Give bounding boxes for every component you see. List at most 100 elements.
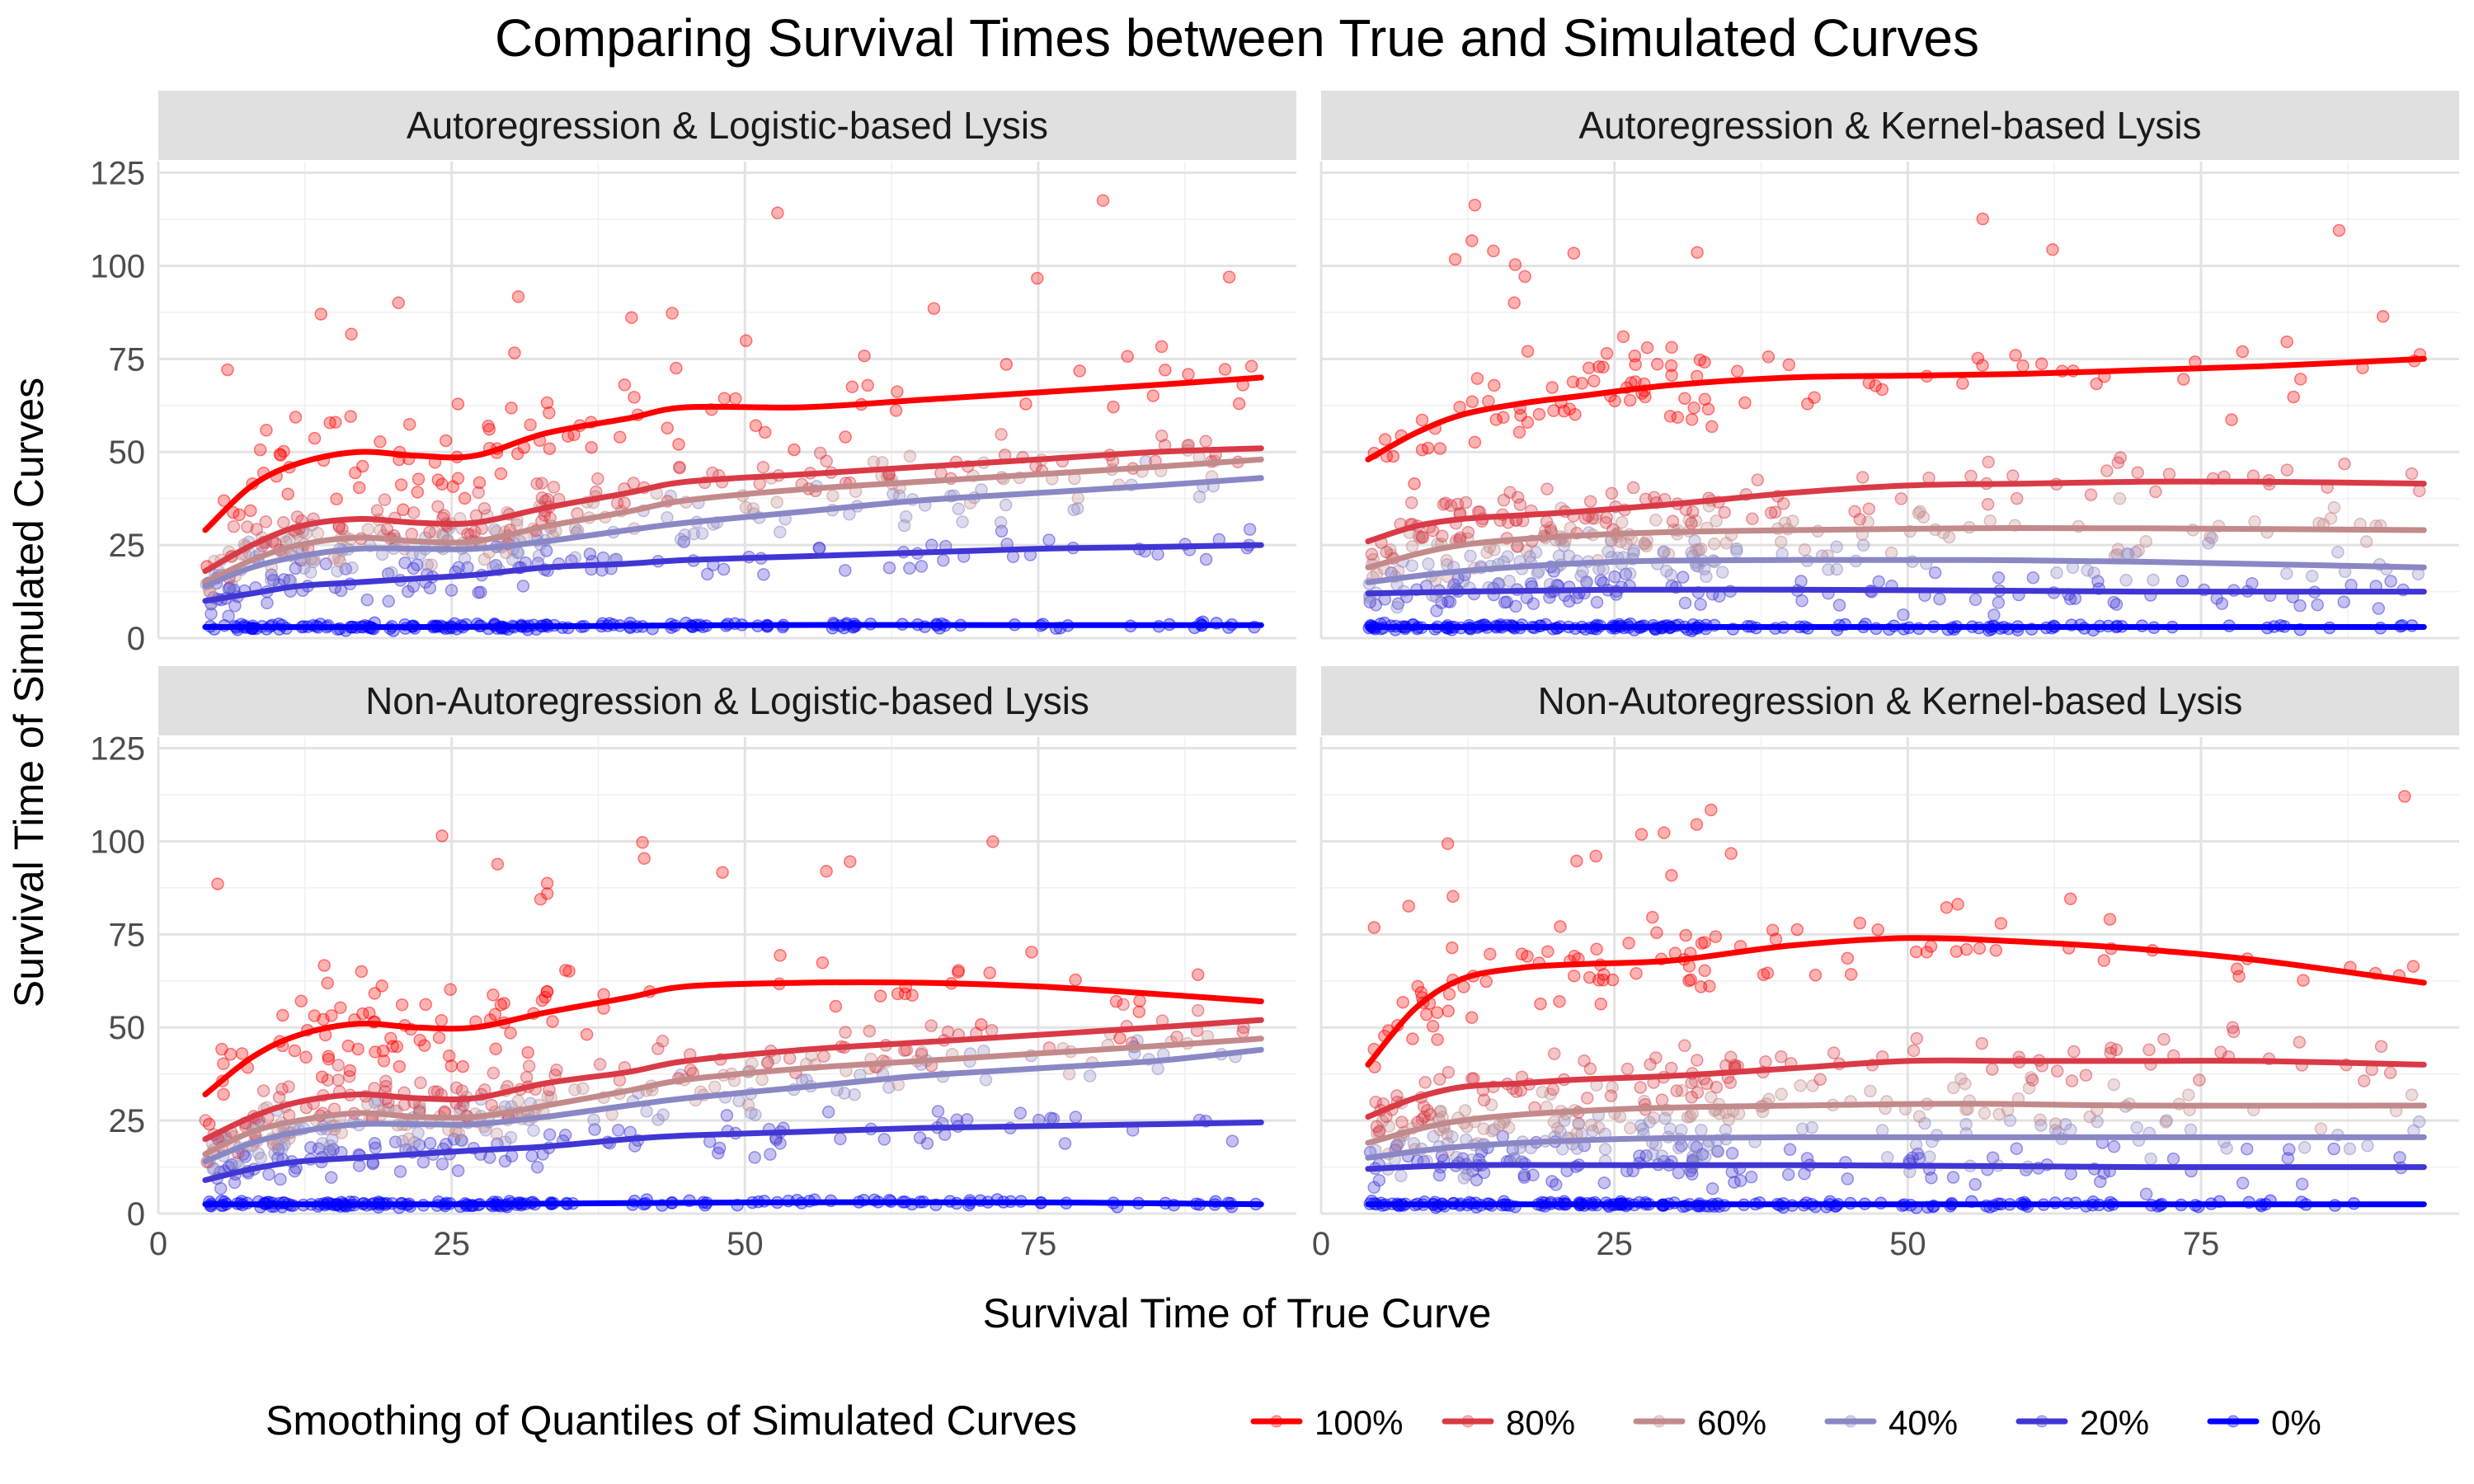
data-point xyxy=(1616,330,1630,344)
legend-point xyxy=(1653,1415,1666,1428)
data-point xyxy=(477,552,492,566)
data-point xyxy=(1768,505,1782,519)
data-point xyxy=(1685,517,1698,530)
data-point xyxy=(1798,543,1812,556)
data-point xyxy=(374,435,387,448)
y-tick-label: 100 xyxy=(90,248,145,284)
data-point xyxy=(2193,1073,2206,1087)
data-point xyxy=(2139,1187,2153,1201)
data-point xyxy=(272,1091,286,1104)
data-point xyxy=(2026,571,2040,585)
data-point xyxy=(1841,951,1855,965)
data-point xyxy=(1628,350,1642,363)
data-point xyxy=(1694,598,1707,611)
data-point xyxy=(627,477,640,490)
data-point xyxy=(820,865,833,878)
data-point xyxy=(385,566,398,580)
data-point xyxy=(411,486,425,499)
data-point xyxy=(511,1094,525,1108)
data-point xyxy=(1555,1142,1569,1156)
data-point xyxy=(1664,359,1678,373)
data-point xyxy=(1678,1039,1691,1053)
data-point xyxy=(458,552,472,566)
data-point xyxy=(1191,968,1205,981)
data-point xyxy=(1950,945,1964,958)
data-point xyxy=(739,334,753,348)
data-point xyxy=(378,493,392,506)
data-point xyxy=(1583,495,1597,508)
data-point xyxy=(1907,1044,1921,1058)
data-point xyxy=(254,1151,268,1165)
legend-point xyxy=(2227,1415,2240,1428)
panel-title: Non-Autoregression & Logistic-based Lysi… xyxy=(365,679,1089,722)
data-point xyxy=(1590,942,1603,956)
data-point xyxy=(995,428,1008,441)
data-point xyxy=(1778,516,1792,529)
data-point xyxy=(1501,550,1514,563)
data-point xyxy=(1372,1173,1386,1187)
panel-3: Non-Autoregression & Kernel-based Lysis xyxy=(1319,666,2459,1215)
data-point xyxy=(355,965,369,979)
data-point xyxy=(1370,1120,1384,1134)
data-point xyxy=(1761,350,1776,364)
data-point xyxy=(1426,1020,1440,1033)
data-point xyxy=(1415,443,1429,457)
data-point xyxy=(2087,566,2100,580)
data-point xyxy=(1107,400,1120,414)
data-point xyxy=(1404,496,1418,510)
data-point xyxy=(1875,383,1889,397)
data-point xyxy=(1182,368,1195,381)
data-point xyxy=(205,607,218,621)
data-point xyxy=(1827,1046,1841,1059)
data-point xyxy=(402,417,416,431)
data-point xyxy=(2280,335,2293,349)
data-point xyxy=(1402,899,1415,913)
data-point xyxy=(2297,974,2310,987)
strip-background xyxy=(158,91,1296,160)
data-point xyxy=(2097,954,2111,967)
data-point xyxy=(717,392,731,405)
data-point xyxy=(1498,595,1512,609)
data-point xyxy=(489,1042,502,1056)
data-point xyxy=(1433,442,1447,455)
data-point xyxy=(1783,1143,1797,1157)
data-point xyxy=(360,593,374,607)
data-point xyxy=(1693,353,1707,367)
data-point xyxy=(223,581,237,594)
panel-title: Autoregression & Logistic-based Lysis xyxy=(407,104,1048,147)
data-point xyxy=(1600,346,1614,360)
data-point xyxy=(2236,1176,2250,1190)
data-point xyxy=(308,431,322,445)
data-point xyxy=(2376,310,2390,323)
data-point xyxy=(2050,1064,2064,1078)
data-point xyxy=(384,1031,397,1045)
data-point xyxy=(2398,790,2411,803)
data-point xyxy=(684,1064,698,1077)
data-point xyxy=(1547,1047,1561,1060)
data-point xyxy=(1684,1110,1697,1124)
y-tick-label: 100 xyxy=(90,824,145,860)
data-point xyxy=(1592,1120,1606,1134)
data-point xyxy=(2283,1143,2296,1157)
data-point xyxy=(1390,1138,1404,1152)
data-point xyxy=(716,866,729,879)
data-point xyxy=(282,1080,295,1093)
data-point xyxy=(1191,1003,1205,1017)
data-point xyxy=(1626,481,1640,495)
data-point xyxy=(1468,435,1482,449)
data-point xyxy=(2025,1073,2039,1087)
data-point xyxy=(628,1139,642,1153)
data-point xyxy=(2081,564,2094,577)
data-point xyxy=(755,1073,769,1087)
data-point xyxy=(487,1066,501,1080)
data-point xyxy=(314,308,327,321)
data-point xyxy=(1511,491,1525,504)
data-point xyxy=(1613,1110,1627,1124)
data-point xyxy=(1951,898,1964,911)
data-point xyxy=(550,1064,563,1077)
points-layer xyxy=(1363,790,2426,1214)
data-point xyxy=(1872,575,1885,589)
data-point xyxy=(863,1024,877,1038)
data-point xyxy=(2184,1123,2198,1137)
data-point xyxy=(2065,1074,2079,1087)
